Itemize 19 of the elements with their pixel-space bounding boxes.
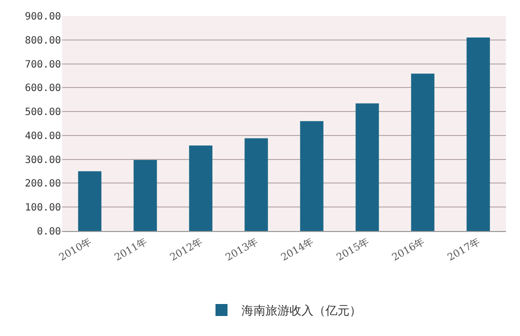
y-tick-label: 800.00 [24,35,61,46]
y-tick-label: 900.00 [24,12,61,22]
bar [356,103,379,231]
bar [134,160,157,231]
bar [189,145,212,231]
y-tick-label: 100.00 [24,202,61,214]
y-tick-label: 600.00 [24,83,61,94]
bar [78,171,102,231]
legend-label: 海南旅游收入（亿元） [242,304,362,318]
y-tick-label: 0.00 [36,226,61,238]
bar [300,121,324,231]
bar [411,74,434,231]
y-tick-label: 400.00 [24,130,61,142]
bar [244,138,268,231]
y-tick-label: 200.00 [24,178,61,190]
bar [466,38,490,231]
y-tick-label: 500.00 [24,107,61,118]
y-tick-label: 700.00 [24,59,61,70]
y-tick-label: 300.00 [24,154,61,166]
